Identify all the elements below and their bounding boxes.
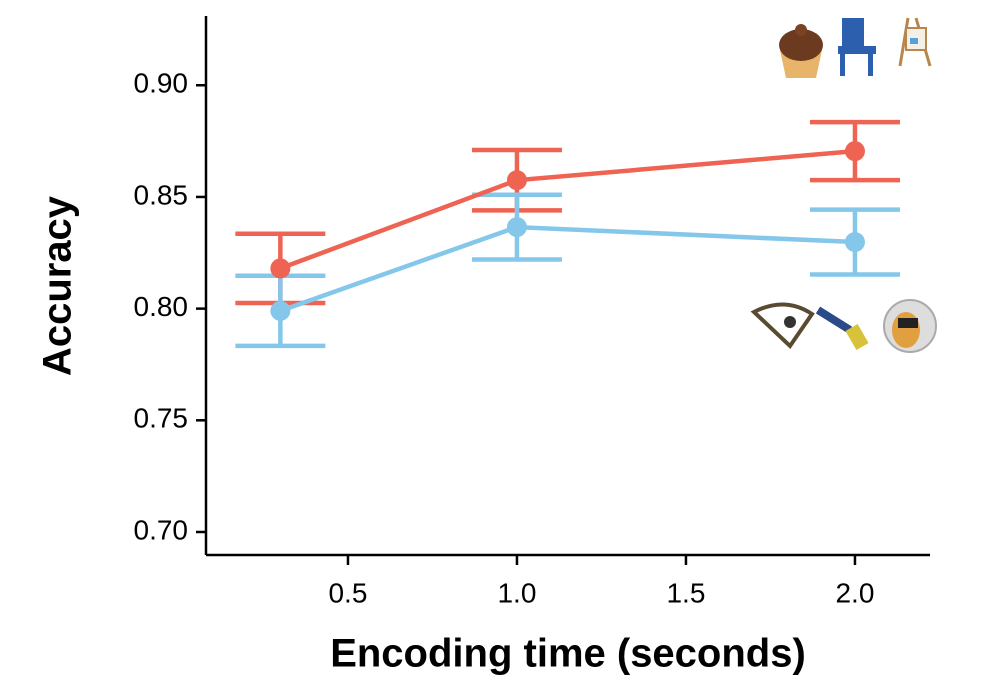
line (279, 148, 856, 271)
x-axis-title: Encoding time (seconds) (330, 632, 806, 676)
line (279, 224, 856, 313)
point (844, 141, 865, 162)
y-tick-label: 0.70 (134, 514, 189, 545)
icons-right (750, 299, 937, 353)
y-tick-label: 0.90 (134, 68, 189, 99)
point (844, 232, 865, 253)
x-tick-label: 2.0 (835, 577, 874, 608)
x-tick-label: 1.0 (497, 577, 536, 608)
point (506, 170, 527, 191)
point (270, 258, 291, 279)
point (270, 300, 291, 321)
y-tick-label: 0.80 (134, 291, 189, 322)
icons-top (779, 17, 932, 78)
point (506, 217, 527, 238)
x-tick-label: 1.5 (666, 577, 705, 608)
x-tick-label: 0.5 (328, 577, 367, 608)
y-tick-label: 0.75 (134, 403, 189, 434)
y-axis-title: Accuracy (36, 195, 80, 376)
y-tick-label: 0.85 (134, 179, 189, 210)
